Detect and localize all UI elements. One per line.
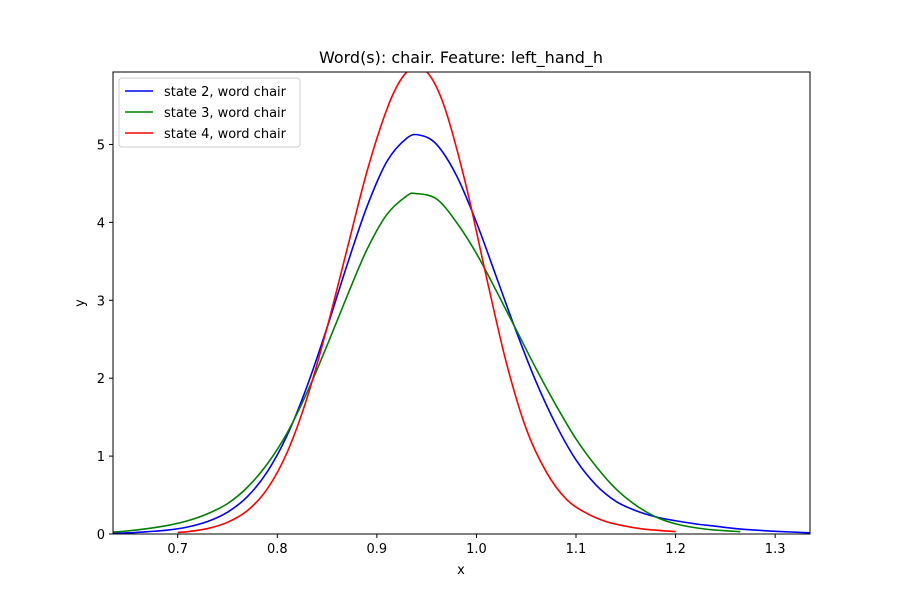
series-line-2 [113, 133, 810, 534]
x-axis: 0.7 0.8 0.9 1.0 1.1 1.2 1.3 [167, 534, 785, 557]
y-tick-label: 1 [97, 450, 105, 465]
x-tick-label: 0.7 [167, 542, 188, 557]
chart-title: Word(s): chair. Feature: left_hand_h [319, 48, 603, 68]
x-tick-label: 1.0 [466, 542, 487, 557]
series-line-4 [177, 72, 676, 534]
legend-box [118, 77, 301, 148]
legend-label: state 3, word chair [164, 106, 287, 121]
y-tick-label: 4 [97, 216, 105, 231]
series-layer [113, 72, 810, 534]
y-tick-label: 5 [97, 138, 105, 153]
x-tick-label: 1.3 [765, 542, 786, 557]
plot-frame [112, 71, 811, 535]
x-tick-label: 1.1 [566, 542, 587, 557]
series-line-3 [113, 192, 741, 533]
y-axis-label: y [73, 299, 88, 307]
legend-label: state 2, word chair [164, 85, 287, 100]
legend-label: state 4, word chair [164, 127, 287, 142]
legend: state 2, word chair state 3, word chair st… [118, 77, 301, 148]
y-tick-label: 2 [97, 372, 105, 387]
y-tick-label: 3 [97, 294, 105, 309]
x-tick-label: 0.8 [267, 542, 288, 557]
x-tick-label: 0.9 [367, 542, 388, 557]
x-axis-label: x [457, 563, 465, 578]
y-tick-label: 0 [97, 528, 105, 543]
y-axis: 0 1 2 3 4 5 [97, 138, 113, 543]
x-tick-label: 1.2 [665, 542, 686, 557]
